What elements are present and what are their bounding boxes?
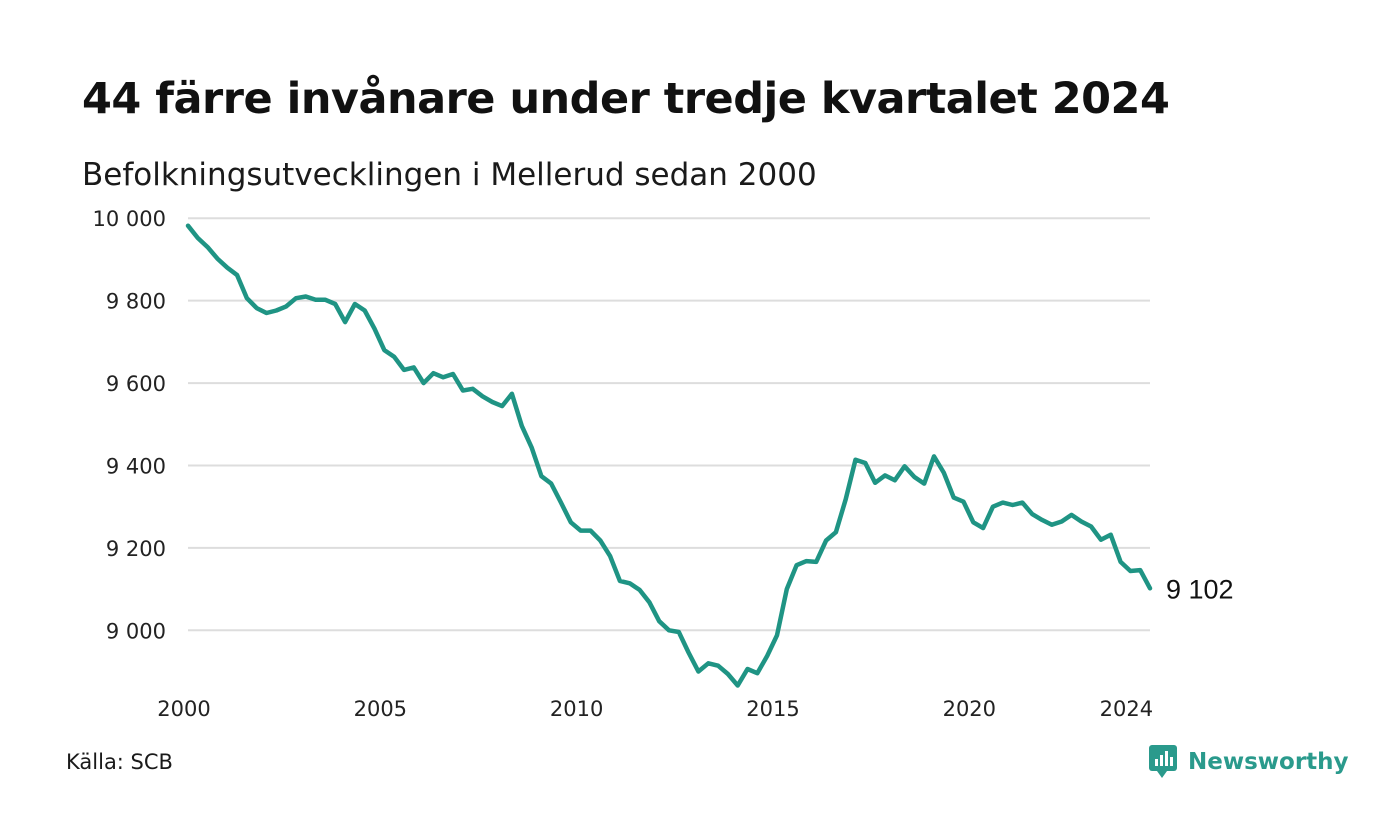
y-tick-label: 9 400 [106,454,166,478]
brand-name: Newsworthy [1188,749,1349,775]
label-layer: 9 102 [1166,574,1234,604]
y-tick-label: 10 000 [93,207,166,231]
chart-subtitle: Befolkningsutvecklingen i Mellerud sedan… [82,157,817,193]
end-value-label: 9 102 [1166,574,1234,604]
y-tick-label: 9 000 [106,619,166,643]
y-tick-label: 9 800 [106,290,166,314]
x-tick-label: 2024 [1100,697,1153,721]
brand-logo[interactable]: Newsworthy [1148,744,1349,780]
x-tick-label: 2020 [943,697,996,721]
x-tick-label: 2015 [746,697,799,721]
chart-title: 44 färre invånare under tredje kvartalet… [82,74,1170,124]
series-layer [185,223,1153,688]
y-tick-label: 9 200 [106,537,166,561]
x-tick-label: 2000 [157,697,210,721]
x-axis-ticks: 2000 2005 2010 2015 2020 2024 [157,697,1153,721]
x-tick-label: 2010 [550,697,603,721]
population-line [185,223,1153,688]
grid-layer [188,217,1150,632]
newsworthy-logo-icon [1149,745,1177,778]
x-tick-label: 2005 [354,697,407,721]
y-tick-label: 9 600 [106,372,166,396]
source-note: Källa: SCB [66,750,173,774]
y-axis-ticks: 9 000 9 200 9 400 9 600 9 800 10 000 [93,207,166,643]
